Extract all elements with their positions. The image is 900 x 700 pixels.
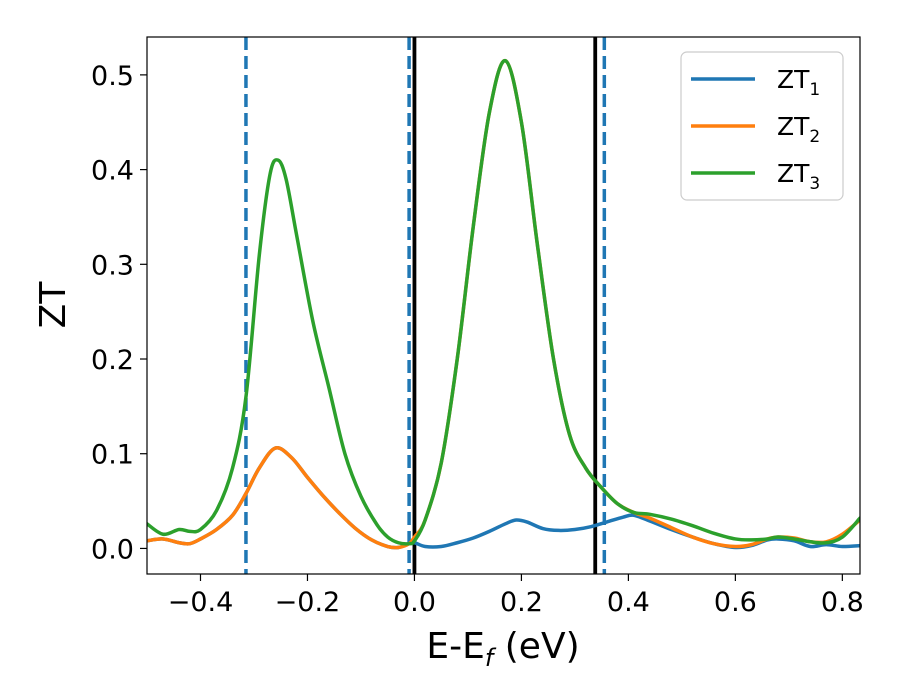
x-axis-title-unit: (eV) [493,626,579,667]
x-tick-label: 0.2 [500,587,543,618]
x-tick-label: 0.8 [821,587,864,618]
vertical-reference-lines [244,37,607,574]
x-axis-title: E-Ef (eV) [426,626,579,672]
legend-entries: ZT1 ZT2 ZT3 [691,65,820,194]
x-tick-label: 0.0 [393,587,436,618]
legend-label-zt3: ZT3 [777,159,820,194]
y-tick-label: 0.2 [91,345,134,376]
legend-label-zt2: ZT2 [777,112,820,147]
x-tick-label: 0.4 [607,587,650,618]
y-tick-label: 0.5 [91,61,134,92]
x-tick-label: −0.2 [275,587,341,618]
series-line-zt3 [147,58,860,546]
y-tick-label: 0.0 [91,534,134,565]
y-axis-title: ZT [33,281,74,329]
y-tick-label: 0.1 [91,440,134,471]
x-axis-ticks: −0.4 −0.2 0.0 0.2 0.4 0.6 0.8 [168,574,864,618]
series-layer [147,58,860,550]
x-tick-label: −0.4 [168,587,234,618]
legend: ZT1 ZT2 ZT3 [680,51,844,201]
y-tick-label: 0.3 [91,250,134,281]
legend-label-zt1: ZT1 [777,65,820,100]
plot-frame [146,36,861,575]
y-tick-label: 0.4 [91,156,134,187]
x-tick-label: 0.6 [714,587,757,618]
legend-box [680,51,844,201]
y-axis-ticks: 0.0 0.1 0.2 0.3 0.4 0.5 [91,61,147,565]
